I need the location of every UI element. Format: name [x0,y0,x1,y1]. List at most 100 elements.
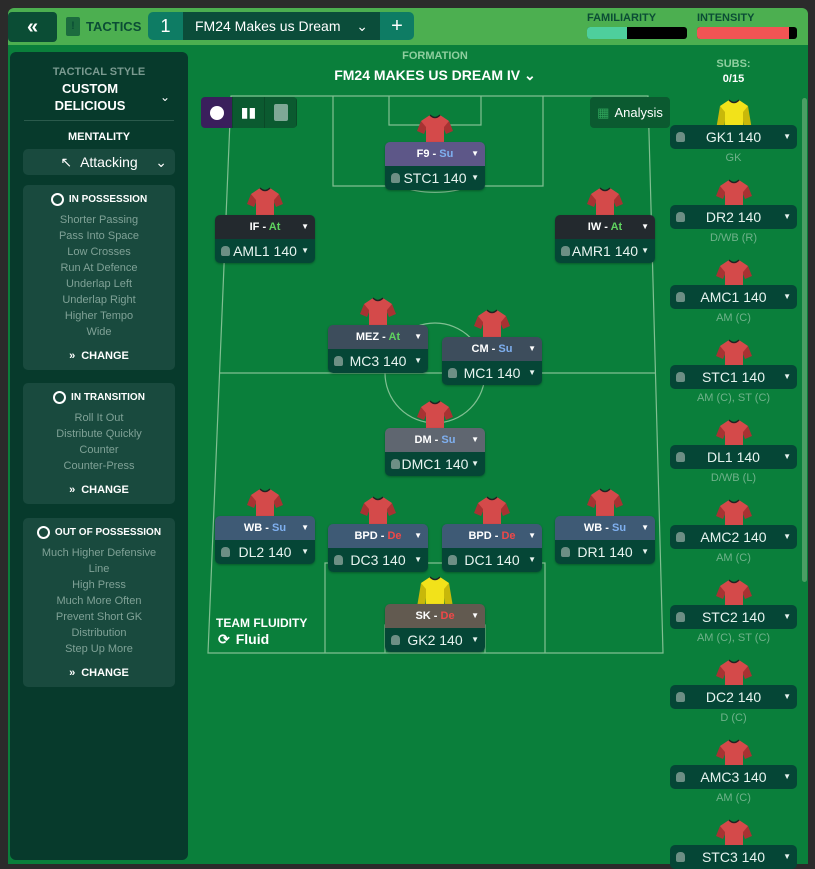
sub-player-selector[interactable]: AMC1 140 ▼ [670,285,797,309]
dropdown-arrow-icon: ▼ [471,173,479,182]
role-selector[interactable]: DM - Su ▼ [385,428,485,452]
tactic-tab[interactable]: 1 FM24 Makes us Dream IV ⌄ + [148,12,414,40]
player-view-button[interactable] [201,97,233,128]
player-card[interactable]: CM - Su ▼ MC1 140 ▼ [442,337,542,385]
tactics-view-button[interactable] [265,97,297,128]
role-selector[interactable]: IW - At ▼ [555,215,655,239]
intensity-bar[interactable] [697,27,797,39]
person-icon [221,246,230,256]
player-card[interactable]: IW - At ▼ AMR1 140 ▼ [555,215,655,263]
change-button[interactable]: » CHANGE [23,667,175,679]
chevron-down-icon: ⌄ [524,67,536,83]
role-selector[interactable]: F9 - Su ▼ [385,142,485,166]
player-card[interactable]: BPD - De ▼ DC1 140 ▼ [442,524,542,572]
analysis-button[interactable]: ▦ Analysis [590,97,670,128]
change-button[interactable]: » CHANGE [23,350,175,362]
goalkeeper-shirt-icon [417,573,453,609]
duty: At [610,221,623,233]
dropdown-arrow-icon: ▼ [528,531,536,540]
intensity-fill [697,27,789,39]
tactic-section-out-of-possession: OUT OF POSSESSION Much Higher Defensive Li… [23,518,175,687]
back-button[interactable]: « [8,12,57,42]
formation-selector[interactable]: FM24 MAKES US DREAM IV ⌄ [0,67,815,84]
role-selector[interactable]: MEZ - At ▼ [328,325,428,349]
role-selector[interactable]: WB - Su ▼ [555,516,655,540]
role-selector[interactable]: IF - At ▼ [215,215,315,239]
tactic-slot-number[interactable]: 1 [148,12,183,40]
separator: - [377,530,388,542]
sub-player-selector[interactable]: AMC2 140 ▼ [670,525,797,549]
person-icon [221,547,230,557]
sub-player-selector[interactable]: STC2 140 ▼ [670,605,797,629]
view-toolbar: ▮▮ [201,97,297,128]
role-selector[interactable]: BPD - De ▼ [328,524,428,548]
player-card[interactable]: F9 - Su ▼ STC1 140 ▼ [385,142,485,190]
player-icon [209,105,224,120]
sub-player-name: AMC1 140 [700,289,767,305]
separator: - [379,331,389,343]
player-card[interactable]: DM - Su ▼ DMC1 140 ▼ [385,428,485,476]
mentality-dropdown[interactable]: ↖ Attacking ⌄ [23,149,175,175]
sub-player-selector[interactable]: GK1 140 ▼ [670,125,797,149]
role-name: SK [415,610,431,622]
sub-player-selector[interactable]: DL1 140 ▼ [670,445,797,469]
player-name: MC1 140 [463,365,521,381]
player-name: DC1 140 [464,552,520,568]
sub-position: AM (C) [716,312,751,324]
sub-player-selector[interactable]: AMC3 140 ▼ [670,765,797,789]
player-selector[interactable]: STC1 140 ▼ [385,166,485,190]
role-selector[interactable]: WB - Su ▼ [215,516,315,540]
player-selector[interactable]: DMC1 140 ▼ [385,452,485,476]
subs-scrollbar[interactable] [802,98,807,582]
sub-position: AM (C) [716,792,751,804]
player-card[interactable]: MEZ - At ▼ MC3 140 ▼ [328,325,428,373]
dropdown-arrow-icon: ▼ [641,547,649,556]
player-selector[interactable]: AMR1 140 ▼ [555,239,655,263]
player-card[interactable]: BPD - De ▼ DC3 140 ▼ [328,524,428,572]
shirt-icon [247,485,283,521]
duty: De [387,530,402,542]
player-selector[interactable]: MC3 140 ▼ [328,349,428,373]
instruction-item: Underlap Left [65,278,133,290]
add-tactic-button[interactable]: + [380,12,414,40]
team-fluidity[interactable]: ⟳ Fluid [218,631,269,648]
sub-player-selector[interactable]: STC3 140 ▼ [670,845,797,869]
sub-player-selector[interactable]: DR2 140 ▼ [670,205,797,229]
tactical-style-value[interactable]: CUSTOM DELICIOUS [54,81,126,113]
familiarity-bar[interactable] [587,27,687,39]
instruction-item: Distribution [71,627,127,639]
dropdown-arrow-icon: ▼ [528,368,536,377]
grid-icon: ▦ [597,104,610,120]
dropdown-arrow-icon: ▼ [301,246,309,255]
player-card[interactable]: WB - Su ▼ DR1 140 ▼ [555,516,655,564]
tactic-selector[interactable]: FM24 Makes us Dream IV ⌄ [183,12,380,40]
player-card[interactable]: WB - Su ▼ DL2 140 ▼ [215,516,315,564]
player-selector[interactable]: DR1 140 ▼ [555,540,655,564]
player-selector[interactable]: DC3 140 ▼ [328,548,428,572]
player-selector[interactable]: DC1 140 ▼ [442,548,542,572]
change-button[interactable]: » CHANGE [23,484,175,496]
player-card[interactable]: IF - At ▼ AML1 140 ▼ [215,215,315,263]
chevron-down-icon[interactable]: ⌄ [160,90,171,104]
player-name: DR1 140 [577,544,633,560]
role-selector[interactable]: BPD - De ▼ [442,524,542,548]
player-selector[interactable]: AML1 140 ▼ [215,239,315,263]
stats-view-button[interactable]: ▮▮ [233,97,265,128]
role-selector[interactable]: SK - De ▼ [385,604,485,628]
instruction-item: Much Higher Defensive [41,547,157,559]
dropdown-arrow-icon: ▼ [783,612,791,621]
role-selector[interactable]: CM - Su ▼ [442,337,542,361]
player-selector[interactable]: GK2 140 ▼ [385,628,485,652]
sub-player-selector[interactable]: STC1 140 ▼ [670,365,797,389]
player-card[interactable]: SK - De ▼ GK2 140 ▼ [385,604,485,652]
separator: - [429,148,440,160]
player-selector[interactable]: MC1 140 ▼ [442,361,542,385]
shirt-icon [474,306,510,342]
sub-player-selector[interactable]: DC2 140 ▼ [670,685,797,709]
person-icon [676,852,685,862]
dropdown-arrow-icon: ▼ [783,372,791,381]
shirt-icon [716,176,752,212]
subs-count: 0/15 [722,73,745,85]
sub-player-name: DR2 140 [705,209,762,225]
player-selector[interactable]: DL2 140 ▼ [215,540,315,564]
